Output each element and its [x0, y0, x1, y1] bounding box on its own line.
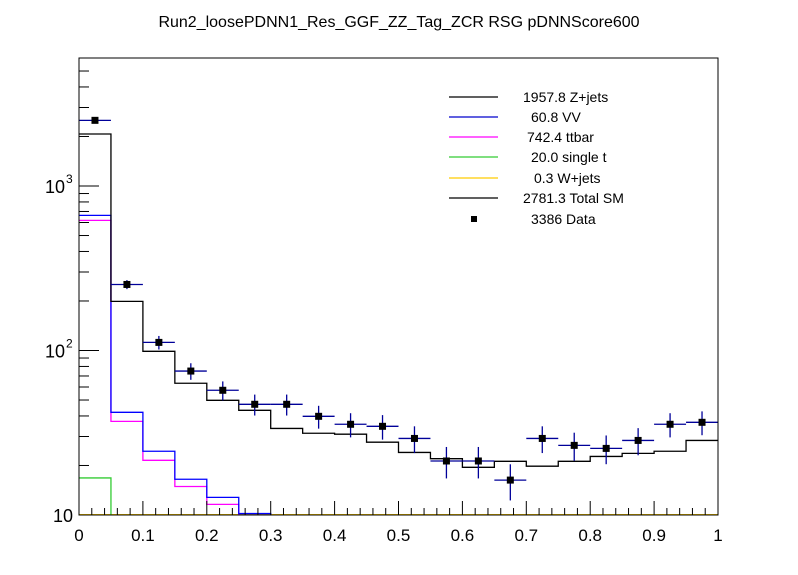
- data-point-marker: [219, 386, 227, 394]
- y-tick-base: 10: [45, 342, 65, 362]
- y-tick-exponent: 3: [66, 172, 73, 186]
- legend: 1957.8 Z+jets 60.8 VV 742.4 ttbar 20.0 sing…: [449, 89, 624, 227]
- data-point-marker: [410, 434, 418, 442]
- histogram-single-t: [79, 477, 112, 515]
- data-point-marker: [538, 434, 546, 442]
- legend-entry: 2781.3 Total SM: [449, 190, 624, 206]
- data-point-marker: [666, 420, 674, 428]
- legend-marker-icon: [471, 216, 477, 222]
- data-point-marker: [698, 418, 706, 426]
- legend-entry: 60.8 VV: [449, 109, 581, 125]
- x-tick-label: 0.4: [323, 526, 347, 545]
- histogram-vv: [79, 214, 272, 515]
- legend-label: 1957.8 Z+jets: [523, 89, 608, 105]
- legend-label: 60.8 VV: [531, 109, 581, 125]
- y-tick-base: 10: [45, 177, 65, 197]
- x-tick-label: 0.2: [195, 526, 219, 545]
- legend-label: 3386 Data: [531, 211, 596, 227]
- histogram-total-sm: [79, 133, 718, 468]
- data-point-marker: [474, 457, 482, 465]
- data-point-marker: [634, 436, 642, 444]
- y-tick-exponent: 2: [66, 337, 73, 351]
- x-axis: 0 0.1 0.2 0.3 0.4 0.5 0.6 0.7 0.8 0.9 1: [74, 501, 723, 545]
- x-tick-label: 0: [74, 526, 83, 545]
- data-point-marker: [506, 476, 514, 484]
- x-tick-label: 0.6: [451, 526, 475, 545]
- legend-entry: 1957.8 Z+jets: [449, 89, 608, 105]
- legend-entry: 0.3 W+jets: [449, 170, 601, 186]
- x-tick-label: 0.8: [578, 526, 602, 545]
- data-points: [79, 116, 718, 501]
- legend-label: 742.4 ttbar: [527, 129, 594, 145]
- x-tick-label: 0.3: [259, 526, 283, 545]
- data-point-marker: [187, 367, 195, 375]
- legend-entry: 3386 Data: [471, 211, 596, 227]
- data-point-marker: [251, 400, 259, 408]
- x-tick-label: 0.7: [514, 526, 538, 545]
- chart-title: Run2_loosePDNN1_Res_GGF_ZZ_Tag_ZCR RSG p…: [158, 14, 639, 31]
- data-point-marker: [283, 400, 291, 408]
- legend-label: 2781.3 Total SM: [523, 190, 624, 206]
- x-tick-label: 1: [713, 526, 722, 545]
- data-point-marker: [379, 422, 387, 430]
- x-tick-label: 0.5: [387, 526, 411, 545]
- x-tick-label: 0.9: [642, 526, 666, 545]
- y-tick-base: 10: [53, 506, 73, 526]
- y-tick-label: 10 3: [45, 172, 73, 197]
- data-point-marker: [570, 441, 578, 449]
- data-point-marker: [91, 116, 99, 124]
- data-point-marker: [155, 338, 163, 346]
- data-point-marker: [123, 280, 131, 288]
- data-point-marker: [442, 457, 450, 465]
- legend-label: 0.3 W+jets: [534, 170, 601, 186]
- legend-entry: 20.0 single t: [449, 149, 607, 165]
- y-tick-label: 10 2: [45, 337, 73, 362]
- y-tick-label: 10: [53, 506, 73, 526]
- legend-label: 20.0 single t: [531, 149, 607, 165]
- data-point-marker: [602, 444, 610, 452]
- data-point-marker: [347, 420, 355, 428]
- legend-entry: 742.4 ttbar: [449, 129, 594, 145]
- histogram-ttbar: [79, 219, 240, 515]
- data-point-marker: [315, 412, 323, 420]
- x-tick-label: 0.1: [131, 526, 155, 545]
